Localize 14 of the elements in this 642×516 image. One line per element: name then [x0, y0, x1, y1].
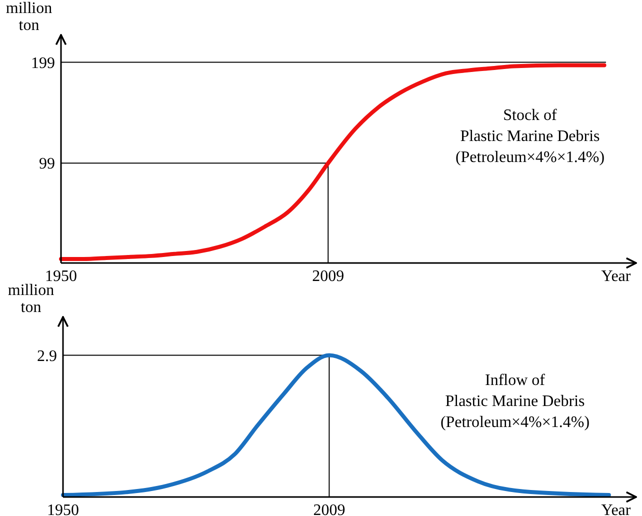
text: 2.9: [37, 348, 57, 365]
y-axis-title: million ton: [6, 0, 52, 34]
y-axis-title: million ton: [8, 282, 54, 316]
text: Stock of Plastic Marine Debris (Petroleum×4%×1.4%): [455, 107, 605, 166]
line-series: [59, 63, 606, 261]
series-label: Inflow of Plastic Marine Debris (Petroleum×4%×1.4%): [440, 372, 590, 431]
x-tick-label: 2009: [313, 502, 346, 516]
x-tick-label: 1950: [47, 502, 79, 516]
x-tick-label: 1950: [45, 268, 77, 285]
y-tick-label: 199: [31, 54, 55, 72]
x-axis-title: Year: [601, 502, 632, 516]
x-tick-label: 2009: [312, 268, 344, 285]
x-axis-title: Year: [601, 268, 632, 285]
y-tick-label: 99: [39, 156, 55, 173]
